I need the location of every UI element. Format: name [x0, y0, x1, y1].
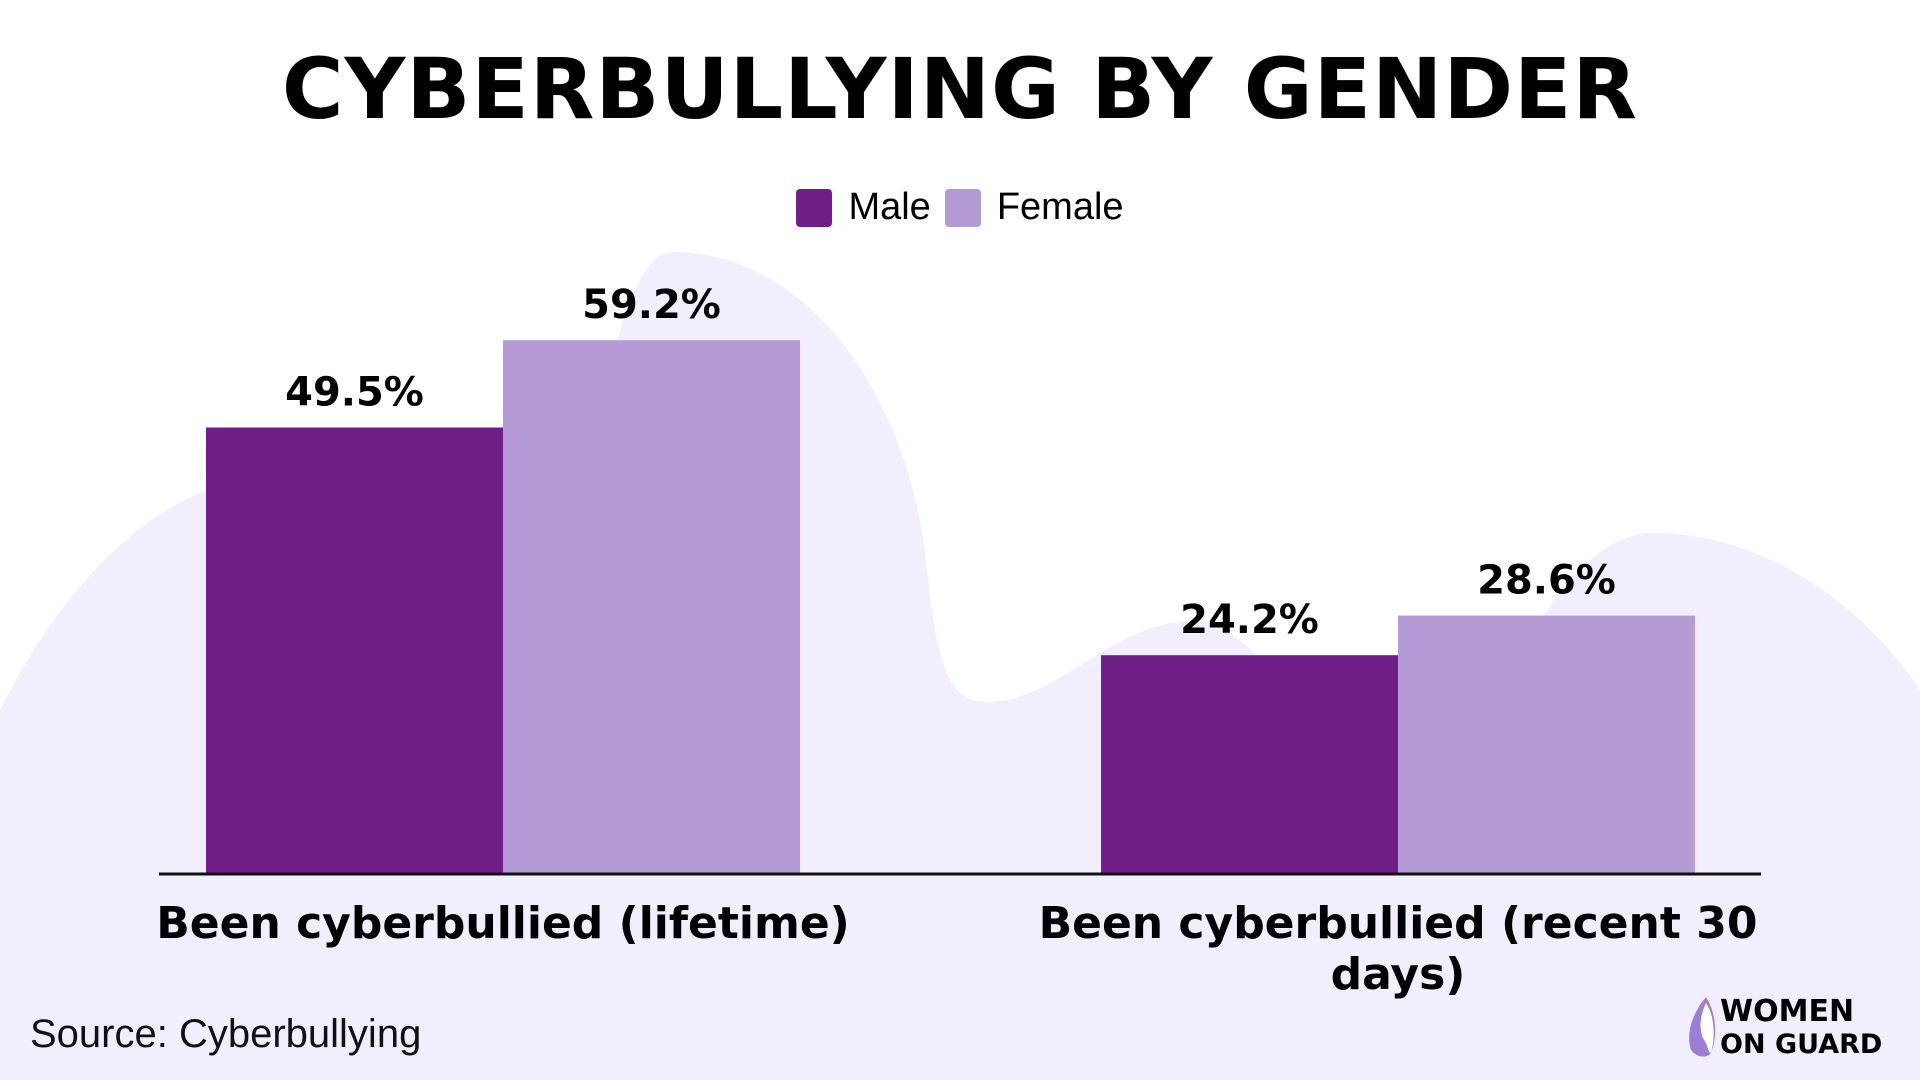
women-on-guard-logo: WOMEN ON GUARD — [1686, 995, 1896, 1059]
source-note: Source: Cyberbullying — [30, 1012, 422, 1056]
legend-swatch-female — [944, 188, 981, 227]
legend: Male Female — [0, 186, 1920, 229]
legend-item-female: Female — [944, 186, 1124, 229]
bar-female-0 — [503, 340, 800, 873]
face-drop-icon — [1689, 997, 1716, 1057]
legend-item-male: Male — [796, 186, 931, 229]
data-label-male-1: 24.2% — [1180, 597, 1319, 643]
legend-swatch-male — [796, 188, 833, 227]
bar-male-0 — [206, 427, 503, 873]
bar-male-1 — [1101, 655, 1398, 873]
category-label-lifetime: Been cyberbullied (lifetime) — [156, 898, 850, 949]
data-label-female-1: 28.6% — [1477, 558, 1616, 604]
chart-title: CYBERBULLYING BY GENDER — [281, 40, 1639, 138]
legend-label-male: Male — [848, 186, 931, 228]
category-label-recent: Been cyberbullied (recent 30 days) — [1038, 898, 1758, 1000]
logo-line1: WOMEN — [1720, 994, 1855, 1029]
data-label-male-0: 49.5% — [285, 370, 424, 416]
logo-line2: ON GUARD — [1720, 1029, 1883, 1060]
data-label-female-0: 59.2% — [582, 282, 721, 328]
bar-female-1 — [1398, 615, 1695, 873]
legend-label-female: Female — [996, 186, 1124, 228]
